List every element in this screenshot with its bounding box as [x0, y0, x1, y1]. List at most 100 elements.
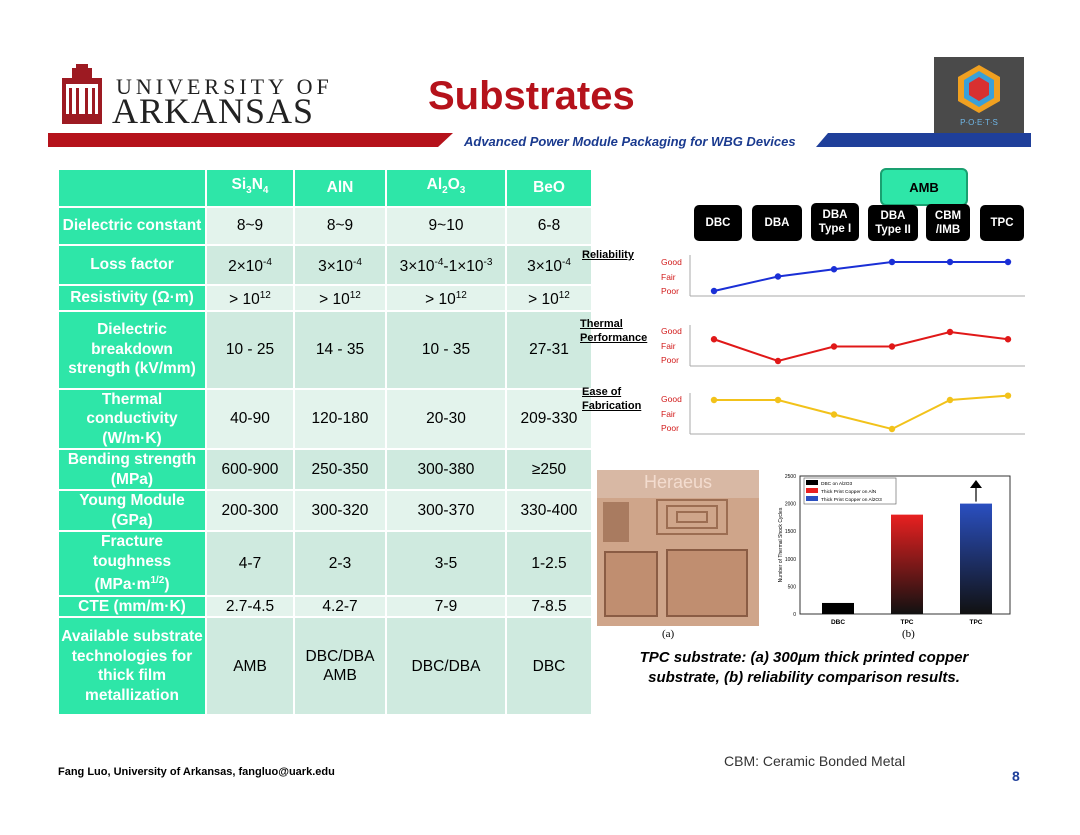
comparison-series-line	[714, 394, 1009, 431]
table-cell: 10 - 35	[385, 309, 507, 390]
bar	[960, 503, 992, 614]
comparison-series-line	[713, 330, 1009, 363]
bar	[822, 602, 854, 614]
table-cell: 40-90	[205, 387, 295, 451]
thermal-shock-bar-chart: 0 500 1000 1500 2000 2500 Number of Thermal Sh…	[778, 474, 1011, 626]
university-name-main: ARKANSAS	[112, 91, 315, 131]
table-cell: 200-300	[205, 489, 295, 533]
x-tick-label: TPC	[901, 619, 914, 626]
table-cell: > 1012	[385, 284, 507, 312]
legend-swatch	[806, 488, 818, 493]
table-cell: 3×10-4-1×10-3	[385, 244, 507, 286]
row-header-thermal-conductivity: Thermal conductivity (W/m·K)	[57, 387, 207, 451]
university-seal-logo	[62, 64, 102, 124]
row-header-resistivity: Resistivity (Ω·m)	[57, 284, 207, 312]
table-cell: 2.7-4.5	[205, 594, 295, 619]
header-blue-band	[816, 133, 1031, 147]
table-cell: 20-30	[385, 387, 507, 451]
tech-box-tpc: TPC	[980, 205, 1024, 241]
table-cell: 300-320	[293, 489, 387, 533]
y-axis-label: Number of Thermal Shock Cycles	[778, 507, 784, 582]
comparison-point	[888, 258, 896, 266]
level-labels-thermal: Good Fair Poor	[661, 326, 682, 365]
table-cell: 3×10-4	[293, 244, 387, 286]
row-header-fracture-toughness: Fracture toughness (MPa·m1/2)	[57, 530, 207, 597]
tech-box-cbm-imb: CBM /IMB	[926, 204, 970, 241]
footer-author: Fang Luo, University of Arkansas, fanglu…	[58, 766, 335, 778]
y-tick-label: 500	[788, 584, 797, 590]
page-number: 8	[1012, 768, 1020, 784]
row-header-dielectric-constant: Dielectric constant	[57, 206, 207, 246]
table-cell: 1-2.5	[505, 530, 593, 597]
comparison-point	[710, 287, 718, 295]
amb-group-box: AMB	[880, 168, 968, 206]
comparison-point	[830, 411, 838, 418]
table-cell: ≥250	[505, 448, 593, 492]
comparison-point	[888, 343, 896, 350]
poets-text: P·O·E·T·S	[960, 118, 998, 127]
comparison-point	[946, 258, 954, 266]
table-cell: 14 - 35	[293, 309, 387, 390]
comparison-point	[1004, 392, 1012, 399]
table-cell: > 1012	[293, 284, 387, 312]
table-cell: 600-900	[205, 448, 295, 492]
row-header-cte: CTE (mm/m·K)	[57, 594, 207, 619]
col-header-al2o3: Al2O3	[385, 168, 507, 208]
caption-a: (a)	[662, 628, 675, 640]
table-cell: 4-7	[205, 530, 295, 597]
y-tick-label: 1500	[785, 529, 796, 535]
comparison-point	[710, 336, 718, 343]
comparison-point	[774, 396, 782, 404]
legend-label: Thick Print Copper on Al2O3	[821, 497, 882, 503]
level-labels-fabrication: Good Fair Poor	[661, 394, 682, 433]
level-labels-reliability: Good Fair Poor	[661, 257, 682, 296]
table-cell: 250-350	[293, 448, 387, 492]
row-header-bending-strength: Bending strength (MPa)	[57, 448, 207, 492]
y-tick-label: 1000	[785, 557, 796, 563]
bar	[891, 514, 923, 614]
table-cell: 7-8.5	[505, 594, 593, 619]
tech-box-dba-type-1: DBA Type I	[811, 203, 859, 241]
y-tick-label: 0	[793, 612, 796, 618]
caption-b: (b)	[902, 628, 915, 640]
cbm-note: CBM: Ceramic Bonded Metal	[724, 753, 906, 769]
table-cell: > 1012	[205, 284, 295, 312]
subtitle: Advanced Power Module Packaging for WBG …	[464, 134, 796, 149]
row-label-thermal: Thermal Performance	[580, 318, 648, 344]
comparison-point	[774, 357, 782, 365]
poets-logo: P·O·E·T·S	[934, 57, 1024, 137]
comparison-line-charts	[689, 255, 1025, 435]
legend-label: Thick Print Copper on AlN	[821, 489, 877, 495]
heraeus-label: Heraeus	[644, 472, 712, 492]
university-name-top: UNIVERSITY OF	[116, 74, 333, 99]
legend-label: DBC on Al2O3	[821, 481, 853, 487]
figure-caption: TPC substrate: (a) 300µm thick printed c…	[639, 649, 969, 686]
table-cell: 2×10-4	[205, 244, 295, 286]
tech-box-dba: DBA	[752, 205, 802, 241]
table-cell: 300-380	[385, 448, 507, 492]
comparison-point	[888, 425, 896, 433]
substrate-properties-table: Si3N4 AlN Al2O3 BeO Dielectric constant …	[57, 168, 593, 717]
arrow-head-icon	[970, 480, 982, 488]
tech-box-dba-type-2: DBA Type II	[868, 205, 918, 241]
table-cell: 4.2-7	[293, 594, 387, 619]
table-cell: > 1012	[505, 284, 593, 312]
row-header-available-technologies: Available substrate technologies for thi…	[57, 616, 207, 717]
page-title: Substrates	[428, 74, 635, 118]
table-cell: 330-400	[505, 489, 593, 533]
y-tick-label: 2500	[785, 474, 796, 480]
col-header-beo: BeO	[505, 168, 593, 208]
comparison-point	[946, 328, 954, 336]
tpc-substrate-photo: Heraeus	[597, 470, 759, 626]
comparison-point	[830, 266, 838, 273]
y-tick-label: 2000	[785, 502, 796, 508]
table-cell: DBC/DBA AMB	[293, 616, 387, 717]
table-cell: 300-370	[385, 489, 507, 533]
comparison-point	[830, 343, 838, 350]
comparison-series-line	[713, 261, 1008, 292]
col-header-si3n4: Si3N4	[205, 168, 295, 208]
x-tick-label: DBC	[831, 619, 845, 626]
row-label-reliability: Reliability	[582, 249, 634, 261]
x-tick-label: TPC	[970, 619, 983, 626]
legend-box	[803, 477, 897, 505]
